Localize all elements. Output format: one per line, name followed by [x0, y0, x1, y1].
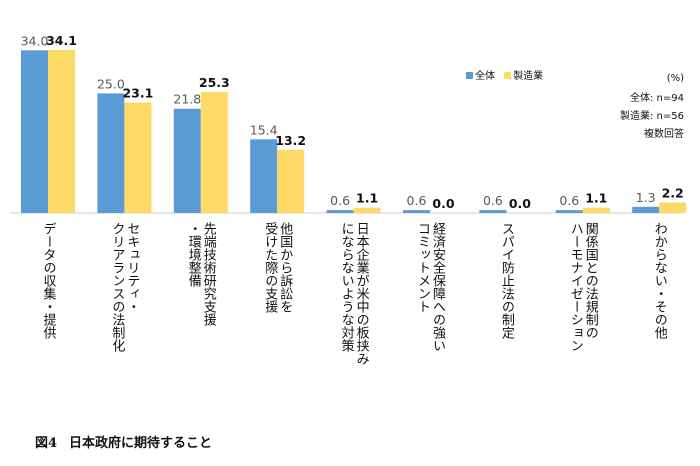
value-label-all-1: 25.0 [97, 76, 125, 91]
category-label-0: データの収集・提供 [40, 222, 56, 339]
value-label-all-0: 34.0 [21, 33, 49, 48]
value-label-manufacturing-4: 1.1 [356, 191, 378, 206]
figure-title: 日本政府に期待すること [69, 436, 213, 451]
bar-all-4 [326, 210, 354, 213]
bar-manufacturing-4 [353, 207, 381, 213]
value-label-manufacturing-2: 25.3 [199, 75, 230, 90]
unit-label: (%) [666, 73, 684, 84]
bar-manufacturing-2 [200, 91, 228, 213]
category-label-7: 関係国との法規制の ハーモナイゼーション [567, 222, 598, 352]
bar-manufacturing-7 [582, 207, 610, 213]
note-multiple-answers: 複数回答 [644, 129, 684, 140]
value-label-all-2: 21.8 [173, 92, 201, 107]
value-label-all-5: 0.6 [407, 193, 427, 208]
bar-all-0 [21, 50, 48, 214]
category-label-6: スパイ防止法の制定 [498, 222, 514, 339]
category-label-5: 経済安全保障への強い コミットメント [415, 222, 445, 352]
figure-caption: 図4 日本政府に期待すること [35, 432, 212, 451]
value-label-all-6: 0.6 [483, 193, 503, 208]
value-label-all-3: 15.4 [250, 122, 278, 137]
category-label-1: セキュリティ・ クリアランスの法制化 [109, 222, 140, 352]
value-label-manufacturing-1: 23.1 [122, 85, 153, 100]
bar-manufacturing-1 [124, 102, 152, 213]
note-sample-all: 全体: n=94 [630, 93, 684, 104]
value-label-manufacturing-7: 1.1 [585, 191, 607, 206]
legend-item-manufacturing: 製造業 [504, 71, 543, 82]
value-label-manufacturing-8: 2.2 [662, 185, 684, 200]
bar-all-1 [97, 93, 125, 213]
legend-item-all: 全体 [466, 71, 495, 82]
legend-label-manufacturing: 製造業 [513, 71, 544, 82]
bar-all-2 [173, 108, 201, 213]
value-label-manufacturing-6: 0.0 [509, 196, 531, 211]
category-label-2: 先端技術研究支援 ・環境整備 [185, 222, 216, 326]
value-label-manufacturing-3: 13.2 [275, 133, 306, 148]
bar-all-5 [403, 210, 430, 213]
legend-swatch-all [466, 72, 473, 79]
value-label-manufacturing-5: 0.0 [432, 196, 454, 211]
bar-all-8 [632, 206, 660, 213]
category-label-8: わからない・その他 [651, 222, 667, 339]
category-label-3: 他国から訴訟を 受けた際の支援 [262, 222, 293, 313]
category-label-4: 日本企業が米中の板挟み にならないような対策 [338, 222, 369, 365]
bar-manufacturing-0 [48, 49, 75, 214]
bar-all-6 [479, 210, 507, 213]
bar-manufacturing-8 [659, 202, 687, 213]
value-label-all-7: 0.6 [559, 193, 579, 208]
figure-number: 図4 [35, 436, 58, 451]
legend-label-all: 全体 [475, 71, 495, 82]
note-sample-manufacturing: 製造業: n=56 [620, 111, 684, 122]
value-label-all-4: 0.6 [330, 193, 350, 208]
legend-swatch-manufacturing [504, 72, 512, 79]
value-label-manufacturing-0: 34.1 [46, 33, 77, 48]
bar-all-7 [555, 210, 583, 213]
legend: 全体 製造業 [466, 67, 549, 82]
bar-all-3 [250, 139, 278, 213]
bar-manufacturing-3 [277, 149, 305, 213]
value-label-all-8: 1.3 [636, 190, 656, 205]
